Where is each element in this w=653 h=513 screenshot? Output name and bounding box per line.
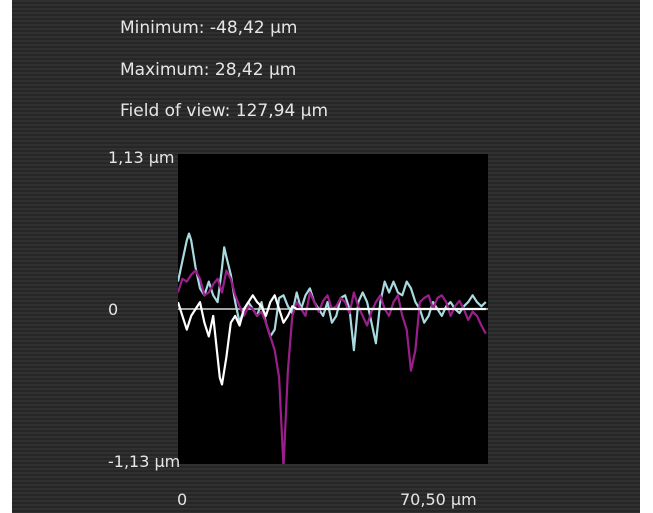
profile-series-line-3 [178, 294, 486, 386]
x-tick-end: 70,50 µm [400, 490, 477, 509]
profile-plot [178, 154, 488, 464]
y-tick-zero: 0 [108, 300, 119, 319]
minimum-readout: Minimum: -48,42 µm [120, 18, 298, 38]
field-of-view-readout: Field of view: 127,94 µm [120, 101, 329, 121]
y-tick-top: 1,13 µm [108, 148, 175, 167]
y-tick-bottom: -1,13 µm [108, 452, 181, 471]
maximum-readout: Maximum: 28,42 µm [120, 60, 297, 80]
profile-series-line-1 [178, 232, 487, 352]
profile-plot-svg [178, 232, 488, 464]
x-tick-start: 0 [177, 490, 188, 509]
